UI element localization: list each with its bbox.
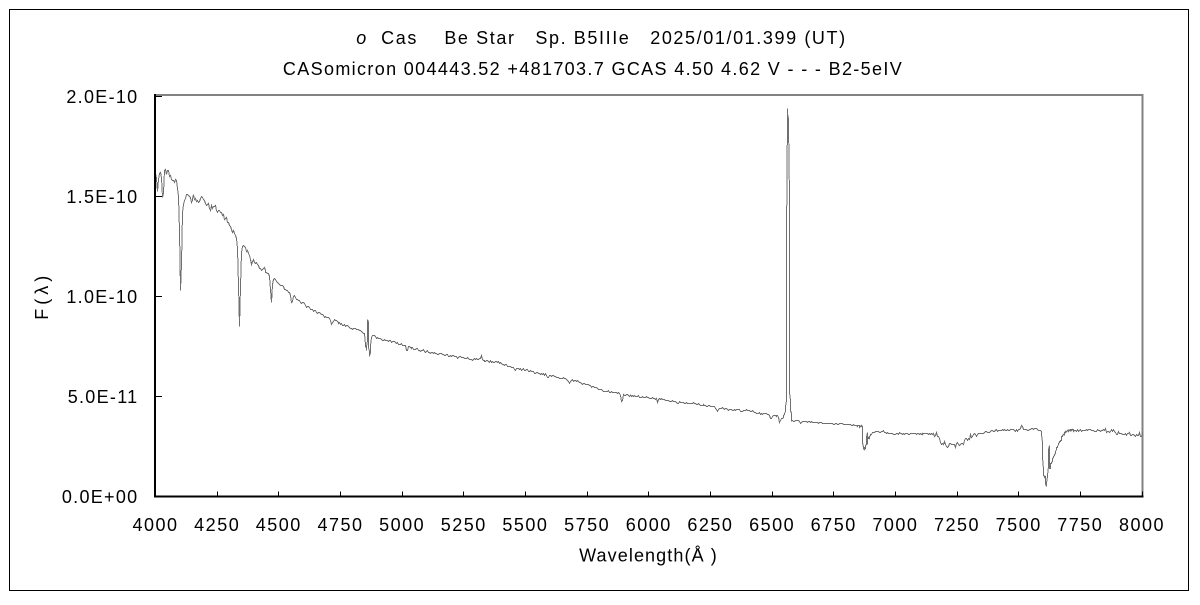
svg-text:6250: 6250 (687, 515, 733, 535)
svg-text:5250: 5250 (441, 515, 487, 535)
svg-text:7500: 7500 (996, 515, 1042, 535)
svg-text:F(λ): F(λ) (32, 272, 52, 320)
svg-text:4000: 4000 (132, 515, 178, 535)
svg-text:Wavelength(Å ): Wavelength(Å ) (579, 546, 718, 566)
svg-text:4750: 4750 (317, 515, 363, 535)
svg-text:7750: 7750 (1057, 515, 1103, 535)
svg-text:5500: 5500 (502, 515, 548, 535)
svg-text:5750: 5750 (564, 515, 610, 535)
svg-text:5000: 5000 (379, 515, 425, 535)
svg-text:0.0E+00: 0.0E+00 (62, 487, 139, 507)
svg-text:o Cas Be Star Sp. B5IIIe: o Cas Be Star Sp. B5IIIe 2025/01/01.399 … (356, 28, 846, 48)
svg-text:1.5E-10: 1.5E-10 (66, 187, 138, 207)
svg-text:6500: 6500 (749, 515, 795, 535)
svg-text:7250: 7250 (934, 515, 980, 535)
svg-text:2.0E-10: 2.0E-10 (66, 87, 138, 107)
svg-text:6000: 6000 (626, 515, 672, 535)
svg-text:6750: 6750 (811, 515, 857, 535)
svg-text:1.0E-10: 1.0E-10 (66, 287, 138, 307)
svg-text:5.0E-11: 5.0E-11 (68, 387, 139, 407)
svg-text:7000: 7000 (872, 515, 918, 535)
svg-text:8000: 8000 (1119, 515, 1165, 535)
svg-text:4250: 4250 (194, 515, 240, 535)
svg-text:CASomicron 004443.52 +481703.7: CASomicron 004443.52 +481703.7 GCAS 4.50… (283, 59, 903, 79)
svg-text:4500: 4500 (256, 515, 302, 535)
